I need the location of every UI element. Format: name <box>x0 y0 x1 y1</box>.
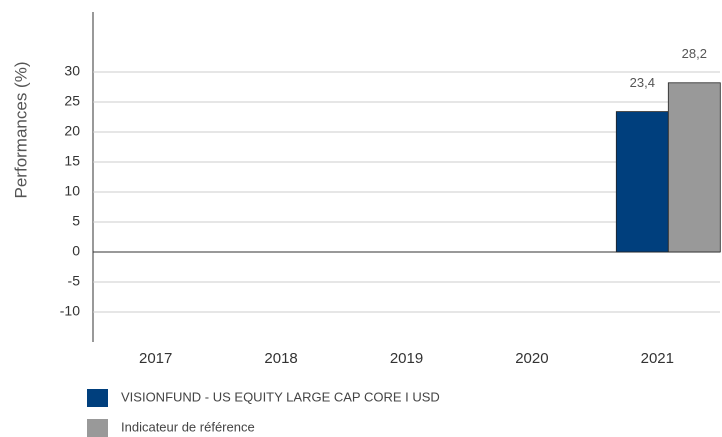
y-tick-label: -10 <box>60 303 80 319</box>
y-axis-label: Performances (%) <box>11 62 30 199</box>
y-tick-label: 0 <box>72 243 80 259</box>
y-tick-label: 25 <box>64 93 80 109</box>
value-label: 23,4 <box>630 75 655 90</box>
legend-swatch <box>87 389 108 407</box>
bar <box>615 111 669 253</box>
y-tick-label: 5 <box>72 213 80 229</box>
x-tick-label: 2021 <box>641 350 674 367</box>
y-tick-label: 30 <box>64 63 80 79</box>
x-tick-label: 2019 <box>390 350 423 367</box>
y-tick-label: 15 <box>64 153 80 169</box>
y-tick-label: 10 <box>64 183 80 199</box>
bar <box>667 82 721 253</box>
y-tick-label: 20 <box>64 123 80 139</box>
x-tick-label: 2017 <box>139 350 172 367</box>
legend-label: VISIONFUND - US EQUITY LARGE CAP CORE I … <box>121 389 440 404</box>
legend-swatch <box>87 419 108 437</box>
x-tick-label: 2018 <box>264 350 297 367</box>
x-tick-label: 2020 <box>515 350 548 367</box>
legend-label: Indicateur de référence <box>121 419 255 434</box>
y-tick-label: -5 <box>68 273 81 289</box>
value-label: 28,2 <box>682 46 707 61</box>
